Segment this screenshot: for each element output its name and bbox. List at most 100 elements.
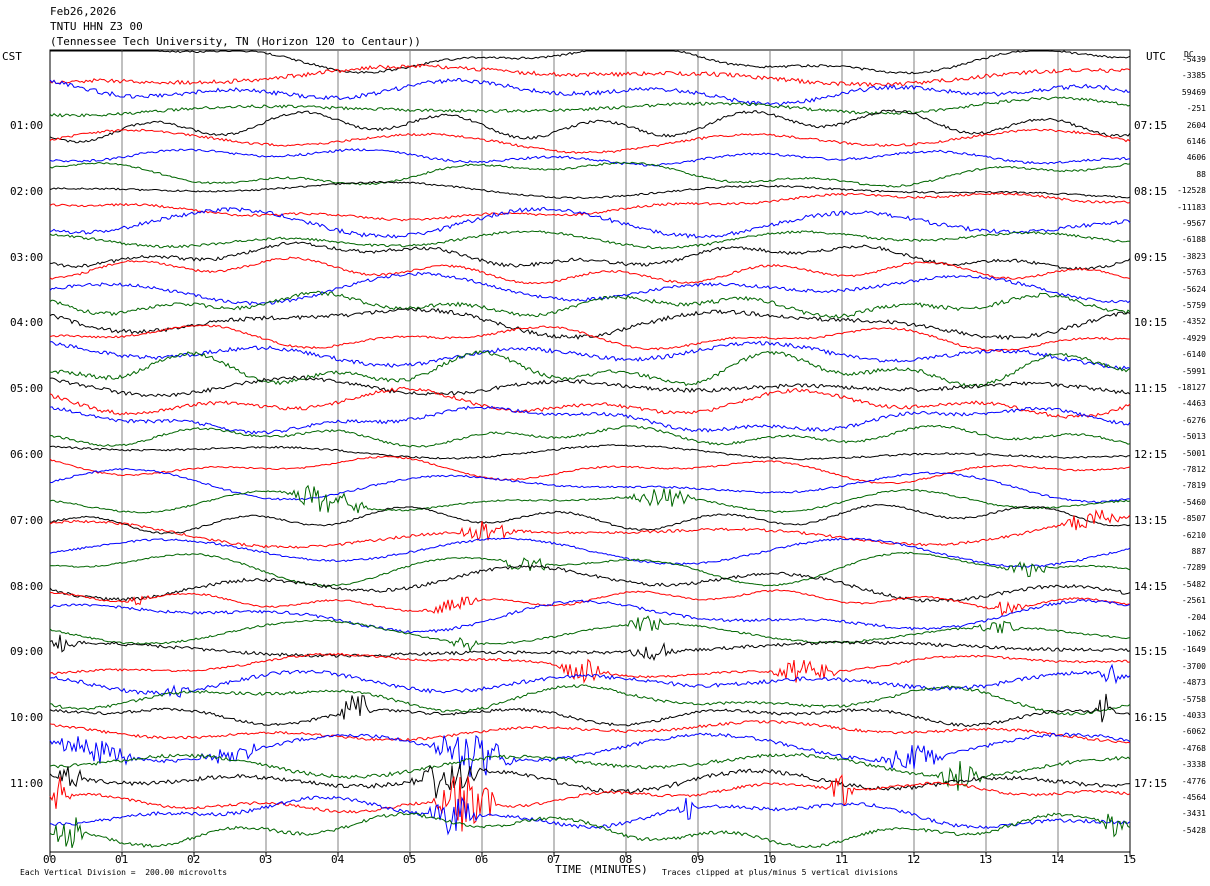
plot-frame bbox=[49, 49, 1131, 853]
seismic-trace-45 bbox=[49, 763, 1131, 799]
seismic-trace-17 bbox=[49, 307, 1131, 341]
left-time-label: 06:00 bbox=[10, 448, 44, 461]
seismic-trace-16 bbox=[49, 290, 1131, 319]
seismic-trace-4 bbox=[49, 96, 1131, 118]
seismic-trace-24 bbox=[49, 424, 1131, 448]
seismic-trace-34 bbox=[49, 589, 1131, 617]
dc-offset-value: -4352 bbox=[1181, 317, 1206, 327]
left-time-label: 09:00 bbox=[10, 645, 44, 659]
x-tick-label: 00 bbox=[43, 853, 57, 866]
seismic-trace-23 bbox=[49, 405, 1131, 435]
dc-offset-value: -9567 bbox=[1181, 219, 1206, 228]
dc-offset-value: -4873 bbox=[1181, 678, 1206, 688]
seismic-trace-2 bbox=[49, 63, 1131, 88]
seismic-trace-19 bbox=[49, 340, 1131, 370]
seismic-trace-33 bbox=[49, 564, 1131, 603]
seismic-trace-40 bbox=[49, 684, 1131, 716]
seismic-trace-42 bbox=[49, 720, 1131, 744]
dc-offset-value: 887 bbox=[1191, 547, 1206, 556]
seismic-trace-28 bbox=[49, 484, 1131, 514]
dc-offset-value: -3700 bbox=[1181, 661, 1206, 671]
x-tick-label: 10 bbox=[763, 853, 777, 866]
x-tick-label: 15 bbox=[1123, 853, 1137, 866]
seismic-trace-13 bbox=[50, 241, 1131, 271]
seismic-trace-14 bbox=[49, 256, 1131, 285]
dc-offset-value: -7289 bbox=[1181, 563, 1206, 573]
x-tick-label: 02 bbox=[187, 853, 201, 866]
dc-offset-value: -6276 bbox=[1181, 415, 1206, 425]
dc-offset-value: 88 bbox=[1196, 169, 1206, 179]
seismic-trace-29 bbox=[50, 503, 1131, 535]
x-tick-label: 14 bbox=[1051, 853, 1065, 866]
seismic-trace-21 bbox=[49, 375, 1131, 398]
dc-offset-value: -5991 bbox=[1181, 366, 1206, 376]
chart-title: TNTU HHN Z3 00 bbox=[50, 20, 143, 33]
seismic-trace-12 bbox=[49, 230, 1131, 250]
seismic-trace-44 bbox=[49, 752, 1131, 791]
x-tick-label: 11 bbox=[835, 853, 849, 866]
x-tick-label: 01 bbox=[115, 853, 129, 866]
dc-offset-value: -7812 bbox=[1181, 465, 1206, 474]
dc-offset-value: -6140 bbox=[1181, 350, 1206, 360]
right-time-label: 16:15 bbox=[1134, 711, 1168, 725]
dc-offset-value: -5758 bbox=[1181, 694, 1206, 704]
chart-date: Feb26,2026 bbox=[50, 5, 117, 18]
dc-offset-value: -18127 bbox=[1177, 383, 1206, 392]
dc-offset-value: -204 bbox=[1186, 612, 1206, 622]
dc-offset-value: -251 bbox=[1186, 104, 1206, 114]
x-tick-label: 09 bbox=[691, 853, 705, 866]
seismic-trace-5 bbox=[49, 109, 1131, 144]
seismic-trace-1 bbox=[50, 50, 1131, 75]
seismic-trace-3 bbox=[49, 77, 1131, 107]
seismic-trace-8 bbox=[49, 161, 1131, 188]
seismic-trace-46 bbox=[49, 774, 1131, 832]
left-time-label: 02:00 bbox=[10, 184, 44, 198]
right-time-label: 08:15 bbox=[1134, 184, 1168, 198]
seismic-trace-7 bbox=[49, 148, 1131, 167]
seismic-trace-39 bbox=[49, 663, 1131, 698]
left-time-label: 01:00 bbox=[10, 119, 44, 132]
dc-offset-value: -5013 bbox=[1181, 432, 1206, 442]
dc-offset-value: -6062 bbox=[1181, 727, 1206, 737]
right-time-label: 10:15 bbox=[1134, 316, 1168, 330]
dc-label: DC bbox=[1184, 50, 1194, 59]
dc-offset-value: -4564 bbox=[1181, 793, 1206, 802]
right-time-label: 07:15 bbox=[1134, 119, 1168, 132]
dc-offset-value: -5460 bbox=[1181, 497, 1206, 507]
dc-offset-value: -5763 bbox=[1181, 268, 1206, 278]
dc-offset-value: -4929 bbox=[1181, 333, 1206, 343]
dc-offset-value: -5759 bbox=[1181, 301, 1206, 310]
seismic-trace-35 bbox=[49, 598, 1131, 634]
dc-offset-value: -4463 bbox=[1181, 399, 1206, 409]
left-time-label: 08:00 bbox=[10, 579, 44, 593]
left-time-label: 10:00 bbox=[10, 711, 44, 725]
left-time-label: 03:00 bbox=[10, 250, 44, 264]
dc-offset-value: -6188 bbox=[1181, 235, 1206, 245]
dc-offset-value: -5624 bbox=[1181, 284, 1206, 294]
dc-offset-value: 4606 bbox=[1186, 153, 1206, 163]
dc-offset-value: -1062 bbox=[1181, 629, 1206, 638]
dc-offset-value: -4776 bbox=[1181, 776, 1206, 786]
dc-offset-value: 2604 bbox=[1186, 120, 1206, 130]
dc-offset-value: -4033 bbox=[1181, 711, 1206, 720]
right-axis-zone-label: UTC bbox=[1146, 50, 1166, 63]
left-axis-zone-label: CST bbox=[2, 50, 22, 63]
left-time-label: 04:00 bbox=[10, 316, 44, 330]
dc-offset-value: -2561 bbox=[1181, 596, 1206, 606]
seismic-trace-25 bbox=[49, 444, 1130, 461]
right-time-label: 11:15 bbox=[1134, 382, 1168, 396]
dc-offset-value: -5439 bbox=[1181, 55, 1206, 64]
right-time-label: 13:15 bbox=[1134, 513, 1168, 527]
seismic-trace-18 bbox=[49, 324, 1130, 352]
dc-offset-value: -3338 bbox=[1181, 760, 1206, 770]
dc-offset-value: -5001 bbox=[1181, 448, 1206, 458]
seismic-trace-9 bbox=[49, 180, 1131, 200]
right-time-label: 09:15 bbox=[1134, 250, 1168, 264]
x-axis-label: TIME (MINUTES) bbox=[555, 863, 648, 876]
dc-offset-value: -4768 bbox=[1181, 743, 1206, 753]
seismic-trace-11 bbox=[49, 206, 1131, 239]
seismic-trace-41 bbox=[49, 693, 1131, 728]
chart-subtitle: (Tennessee Tech University, TN (Horizon … bbox=[50, 35, 421, 48]
dc-offset-value: 6146 bbox=[1186, 137, 1206, 146]
